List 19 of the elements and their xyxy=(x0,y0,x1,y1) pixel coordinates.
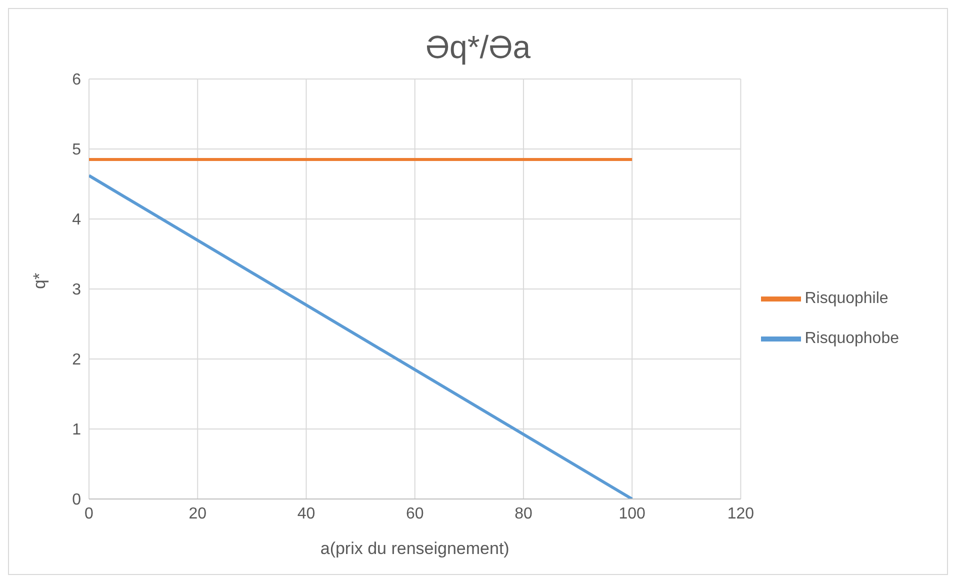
x-tick-label: 100 xyxy=(618,505,646,522)
x-tick-label: 120 xyxy=(727,505,754,522)
x-tick-label: 80 xyxy=(514,505,532,522)
y-tick-label: 3 xyxy=(72,282,82,299)
x-tick-label: 40 xyxy=(297,505,316,522)
x-tick-label: 0 xyxy=(84,505,94,522)
y-tick-label: 4 xyxy=(72,212,82,229)
y-tick-label: 5 xyxy=(72,142,82,159)
legend-label: Risquophobe xyxy=(804,330,899,348)
x-tick-label: 60 xyxy=(406,505,424,522)
y-tick-label: 6 xyxy=(72,72,82,89)
y-axis-title: q* xyxy=(30,272,50,289)
x-tick-label: 20 xyxy=(188,505,207,522)
y-tick-label: 0 xyxy=(72,492,82,509)
chart-title: Əq*/Əa xyxy=(424,29,532,67)
y-tick-label: 2 xyxy=(72,352,82,369)
y-tick-label: 1 xyxy=(72,422,82,439)
legend-label: Risquophile xyxy=(804,290,888,308)
x-axis-title: a(prix du renseignement) xyxy=(320,539,510,558)
